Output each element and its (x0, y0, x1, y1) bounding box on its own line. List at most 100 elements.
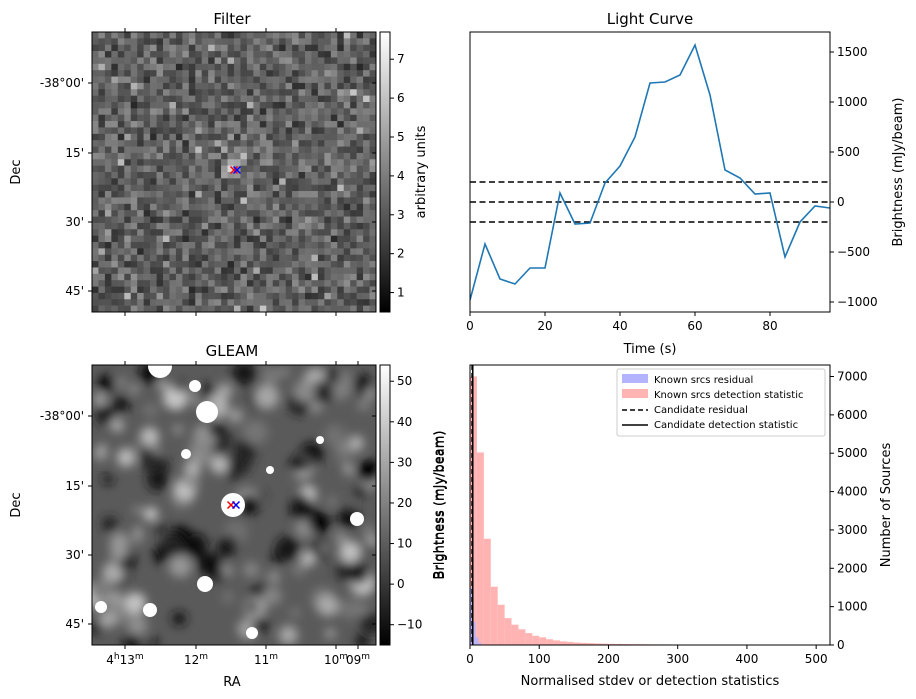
histogram-ylabel-left: Brightness (mJy/beam) (433, 431, 448, 580)
dec-tick-label: 45' (65, 284, 84, 298)
light-curve-panel: Light Curve 0 20 40 60 80 −1000 −500 0 500 1000 1… (466, 10, 906, 357)
light-curve-x-ticks: 0 20 40 60 80 (466, 312, 778, 333)
colorbar-tick-label: 2 (397, 247, 405, 261)
gleam-ylabel: Dec (9, 492, 24, 517)
x-tick-label: 0 (466, 652, 474, 666)
gleam-title: GLEAM (206, 342, 259, 360)
light-curve-plot (470, 42, 830, 301)
histogram-bar-detection (532, 635, 540, 645)
x-tick-label: 100 (528, 652, 551, 666)
light-curve-ylabel: Brightness (mJy/beam) (891, 98, 906, 247)
colorbar-tick-label: 40 (397, 415, 412, 429)
gleam-bright-source (181, 449, 191, 459)
filter-ylabel: Dec (9, 159, 24, 184)
filter-panel: Filter Dec -38°00' 15' 30' 45' 1 2 3 4 5 6 7 arbi… (9, 10, 429, 316)
histogram-x-ticks: 0 100 200 300 400 500 (466, 645, 828, 666)
light-curve-xlabel: Time (s) (623, 342, 677, 357)
histogram-bar-detection (573, 642, 581, 645)
histogram-bar-detection (601, 643, 609, 645)
histogram-bar-detection (594, 643, 602, 645)
gleam-bright-source (143, 603, 157, 617)
histogram-bar-detection (511, 624, 519, 645)
y-tick-label: 0 (837, 638, 845, 652)
filter-title: Filter (213, 10, 251, 28)
x-tick-label: 400 (735, 652, 758, 666)
legend-swatch-residual (622, 374, 648, 383)
gleam-bright-source (316, 436, 324, 444)
histogram-y-ticks: 0 1000 2000 3000 4000 5000 6000 7000 (830, 370, 868, 652)
ra-tick-label: 11m (254, 652, 278, 667)
histogram-bar-detection (504, 618, 512, 645)
light-curve-frame (469, 31, 831, 313)
colorbar-tick-label: 4 (397, 169, 405, 183)
gleam-bright-source (189, 380, 201, 392)
x-tick-label: 200 (597, 652, 620, 666)
y-tick-label: 1000 (837, 600, 868, 614)
histogram-bars (470, 365, 817, 645)
colorbar-tick-label: 10 (397, 537, 412, 551)
y-tick-label: −500 (837, 245, 870, 259)
ra-tick-label: 09m (346, 652, 370, 667)
gleam-candidate-markers (226, 500, 241, 510)
histogram-bar-detection (580, 642, 588, 645)
x-tick-label: 0 (466, 319, 474, 333)
filter-image (92, 32, 377, 313)
histogram-bar-detection (553, 640, 560, 645)
gleam-colorbar-label: Brightness (mJy/beam) (432, 431, 447, 580)
filter-dec-ticks: -38°00' 15' 30' 45' (40, 28, 376, 316)
dec-tick-label: 30' (65, 215, 84, 229)
y-tick-label: 5000 (837, 446, 868, 460)
histogram-bar-detection (518, 629, 526, 645)
y-tick-label: 4000 (837, 485, 868, 499)
dec-tick-label: 15' (65, 479, 84, 493)
gleam-bright-source (350, 512, 364, 526)
ra-tick-label: 10m (324, 652, 348, 667)
histogram-bar-detection (615, 643, 623, 645)
colorbar-tick-label: 3 (397, 208, 405, 222)
gleam-image (92, 365, 376, 645)
gleam-bright-source (197, 576, 213, 592)
x-tick-label: 80 (762, 319, 777, 333)
histogram-bar-detection (497, 604, 505, 645)
x-tick-label: 60 (687, 319, 702, 333)
histogram-bar-detection (587, 643, 595, 645)
legend-box (616, 368, 826, 437)
light-curve-line (470, 42, 830, 301)
colorbar-tick-label: 0 (397, 577, 405, 591)
y-tick-label: 1500 (837, 45, 868, 59)
gleam-panel: GLEAM Dec -38°00' 15' 30' 45' 4h13m 12m 11m 10… (9, 342, 447, 690)
y-tick-label: −1000 (837, 295, 878, 309)
dec-tick-label: -38°00' (40, 409, 84, 423)
filter-candidate-markers (229, 165, 242, 175)
y-tick-label: 3000 (837, 523, 868, 537)
ra-tick-label: 12m (184, 652, 208, 667)
filter-colorbar (379, 31, 391, 313)
ra-tick-label: 4h13m (106, 652, 143, 667)
legend-label-candidate-residual: Candidate residual (654, 405, 748, 416)
colorbar-tick-label: 1 (397, 286, 405, 300)
legend-label-detection: Known srcs detection statistic (654, 390, 803, 401)
histogram-panel: 0 100 200 300 400 500 0 1000 2000 3000 4000 5000 60… (433, 364, 894, 689)
y-tick-label: 500 (837, 145, 860, 159)
x-tick-label: 300 (666, 652, 689, 666)
candidate-marker-red (229, 165, 239, 175)
colorbar-tick-label: 6 (397, 91, 405, 105)
histogram-frame (469, 364, 831, 646)
histogram-bar-detection (525, 633, 533, 645)
dec-tick-label: 45' (65, 617, 84, 631)
gleam-bright-source (221, 493, 245, 517)
y-tick-label: 6000 (837, 408, 868, 422)
histogram-bar-detection (560, 641, 567, 645)
candidate-marker-blue (232, 165, 242, 175)
histogram-bar-detection (608, 643, 616, 645)
histogram-bar-detection (483, 538, 491, 645)
colorbar-tick-label: 5 (397, 130, 405, 144)
colorbar-tick-label: 30 (397, 455, 412, 469)
histogram-bar-detection (476, 452, 484, 645)
histogram-xlabel: Normalised stdev or detection statistics (521, 674, 780, 689)
colorbar-tick-label: 50 (397, 374, 412, 388)
histogram-bar-detection (539, 637, 547, 645)
gleam-bright-source (266, 466, 274, 474)
